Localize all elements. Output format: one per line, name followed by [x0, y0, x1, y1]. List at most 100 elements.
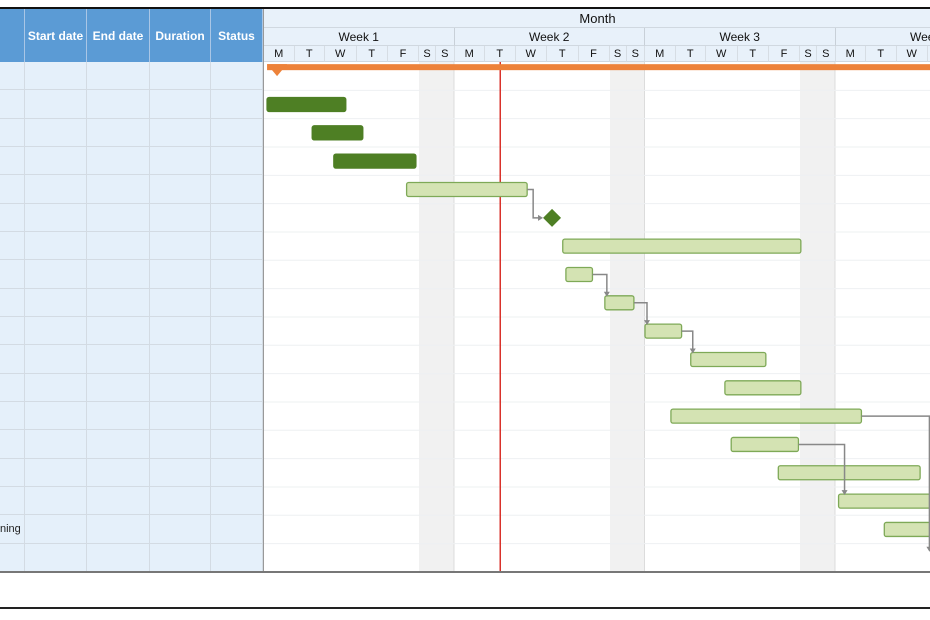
task-name-cell[interactable]	[0, 373, 25, 402]
table-cell[interactable]	[87, 486, 150, 516]
day-header: S	[419, 46, 436, 62]
table-cell[interactable]	[87, 118, 150, 147]
table-cell[interactable]	[211, 345, 263, 374]
table-cell[interactable]	[87, 288, 150, 317]
table-cell[interactable]	[25, 430, 87, 459]
task-name-cell[interactable]	[0, 146, 25, 176]
column-header[interactable]: Status	[211, 9, 263, 62]
table-cell[interactable]	[25, 62, 87, 91]
table-cell[interactable]	[211, 288, 263, 317]
table-cell[interactable]	[25, 515, 87, 544]
table-cell[interactable]	[150, 62, 211, 91]
table-cell[interactable]	[25, 288, 87, 317]
task-name-cell[interactable]: ning	[0, 515, 25, 544]
table-cell[interactable]	[150, 543, 211, 572]
table-cell[interactable]	[25, 373, 87, 402]
table-cell[interactable]	[87, 146, 150, 176]
table-cell[interactable]	[87, 515, 150, 544]
column-header[interactable]	[0, 9, 25, 62]
table-cell[interactable]	[150, 401, 211, 431]
table-cell[interactable]	[150, 373, 211, 402]
task-name-cell[interactable]	[0, 231, 25, 261]
table-cell[interactable]	[211, 543, 263, 572]
table-cell[interactable]	[150, 430, 211, 459]
table-cell[interactable]	[25, 175, 87, 204]
task-name-cell[interactable]	[0, 458, 25, 487]
table-cell[interactable]	[25, 203, 87, 232]
table-cell[interactable]	[211, 486, 263, 516]
table-cell[interactable]	[211, 231, 263, 261]
table-cell[interactable]	[87, 62, 150, 91]
table-cell[interactable]	[211, 175, 263, 204]
table-cell[interactable]	[87, 231, 150, 261]
table-cell[interactable]	[211, 90, 263, 119]
task-name-cell[interactable]	[0, 90, 25, 119]
dependency-link	[681, 330, 694, 350]
table-cell[interactable]	[87, 345, 150, 374]
table-cell[interactable]	[25, 90, 87, 119]
table-cell[interactable]	[150, 203, 211, 232]
task-name-cell[interactable]	[0, 203, 25, 232]
table-cell[interactable]	[150, 345, 211, 374]
day-header: S	[609, 46, 627, 62]
table-cell[interactable]	[211, 62, 263, 91]
table-cell[interactable]	[211, 401, 263, 431]
table-cell[interactable]	[211, 260, 263, 289]
table-cell[interactable]	[25, 543, 87, 572]
table-cell[interactable]	[25, 260, 87, 289]
table-cell[interactable]	[211, 458, 263, 487]
task-name-cell[interactable]	[0, 260, 25, 289]
task-name-cell[interactable]	[0, 345, 25, 374]
table-cell[interactable]	[150, 146, 211, 176]
table-cell[interactable]	[150, 486, 211, 516]
table-cell[interactable]	[25, 401, 87, 431]
column-header[interactable]: Duration	[150, 9, 211, 62]
table-cell[interactable]	[150, 90, 211, 119]
table-cell[interactable]	[87, 260, 150, 289]
task-name-cell[interactable]	[0, 288, 25, 317]
table-cell[interactable]	[25, 118, 87, 147]
table-cell[interactable]	[150, 515, 211, 544]
table-cell[interactable]	[87, 203, 150, 232]
task-bar	[837, 493, 930, 509]
table-cell[interactable]	[87, 543, 150, 572]
table-cell[interactable]	[150, 231, 211, 261]
task-name-cell[interactable]	[0, 316, 25, 346]
table-cell[interactable]	[87, 175, 150, 204]
table-cell[interactable]	[87, 90, 150, 119]
task-name-cell[interactable]	[0, 543, 25, 572]
task-name-cell[interactable]	[0, 430, 25, 459]
table-cell[interactable]	[211, 373, 263, 402]
table-cell[interactable]	[211, 118, 263, 147]
table-cell[interactable]	[211, 316, 263, 346]
table-cell[interactable]	[25, 345, 87, 374]
table-cell[interactable]	[211, 515, 263, 544]
table-cell[interactable]	[87, 401, 150, 431]
column-header[interactable]: End date	[87, 9, 150, 62]
task-name-cell[interactable]	[0, 62, 25, 91]
task-name-cell[interactable]	[0, 401, 25, 431]
table-cell[interactable]	[87, 430, 150, 459]
task-name-cell[interactable]	[0, 118, 25, 147]
table-cell[interactable]	[25, 316, 87, 346]
table-cell[interactable]	[150, 316, 211, 346]
table-cell[interactable]	[211, 146, 263, 176]
table-cell[interactable]	[25, 146, 87, 176]
table-cell[interactable]	[87, 316, 150, 346]
table-cell[interactable]	[25, 231, 87, 261]
table-cell[interactable]	[150, 175, 211, 204]
table-cell[interactable]	[150, 118, 211, 147]
task-bar	[670, 408, 863, 424]
table-cell[interactable]	[87, 458, 150, 487]
table-cell[interactable]	[211, 430, 263, 459]
column-header[interactable]: Start date	[25, 9, 87, 62]
table-cell[interactable]	[87, 373, 150, 402]
table-cell[interactable]	[25, 486, 87, 516]
table-cell[interactable]	[25, 458, 87, 487]
table-cell[interactable]	[150, 288, 211, 317]
table-cell[interactable]	[211, 203, 263, 232]
table-cell[interactable]	[150, 458, 211, 487]
task-name-cell[interactable]	[0, 175, 25, 204]
task-name-cell[interactable]	[0, 486, 25, 516]
table-cell[interactable]	[150, 260, 211, 289]
